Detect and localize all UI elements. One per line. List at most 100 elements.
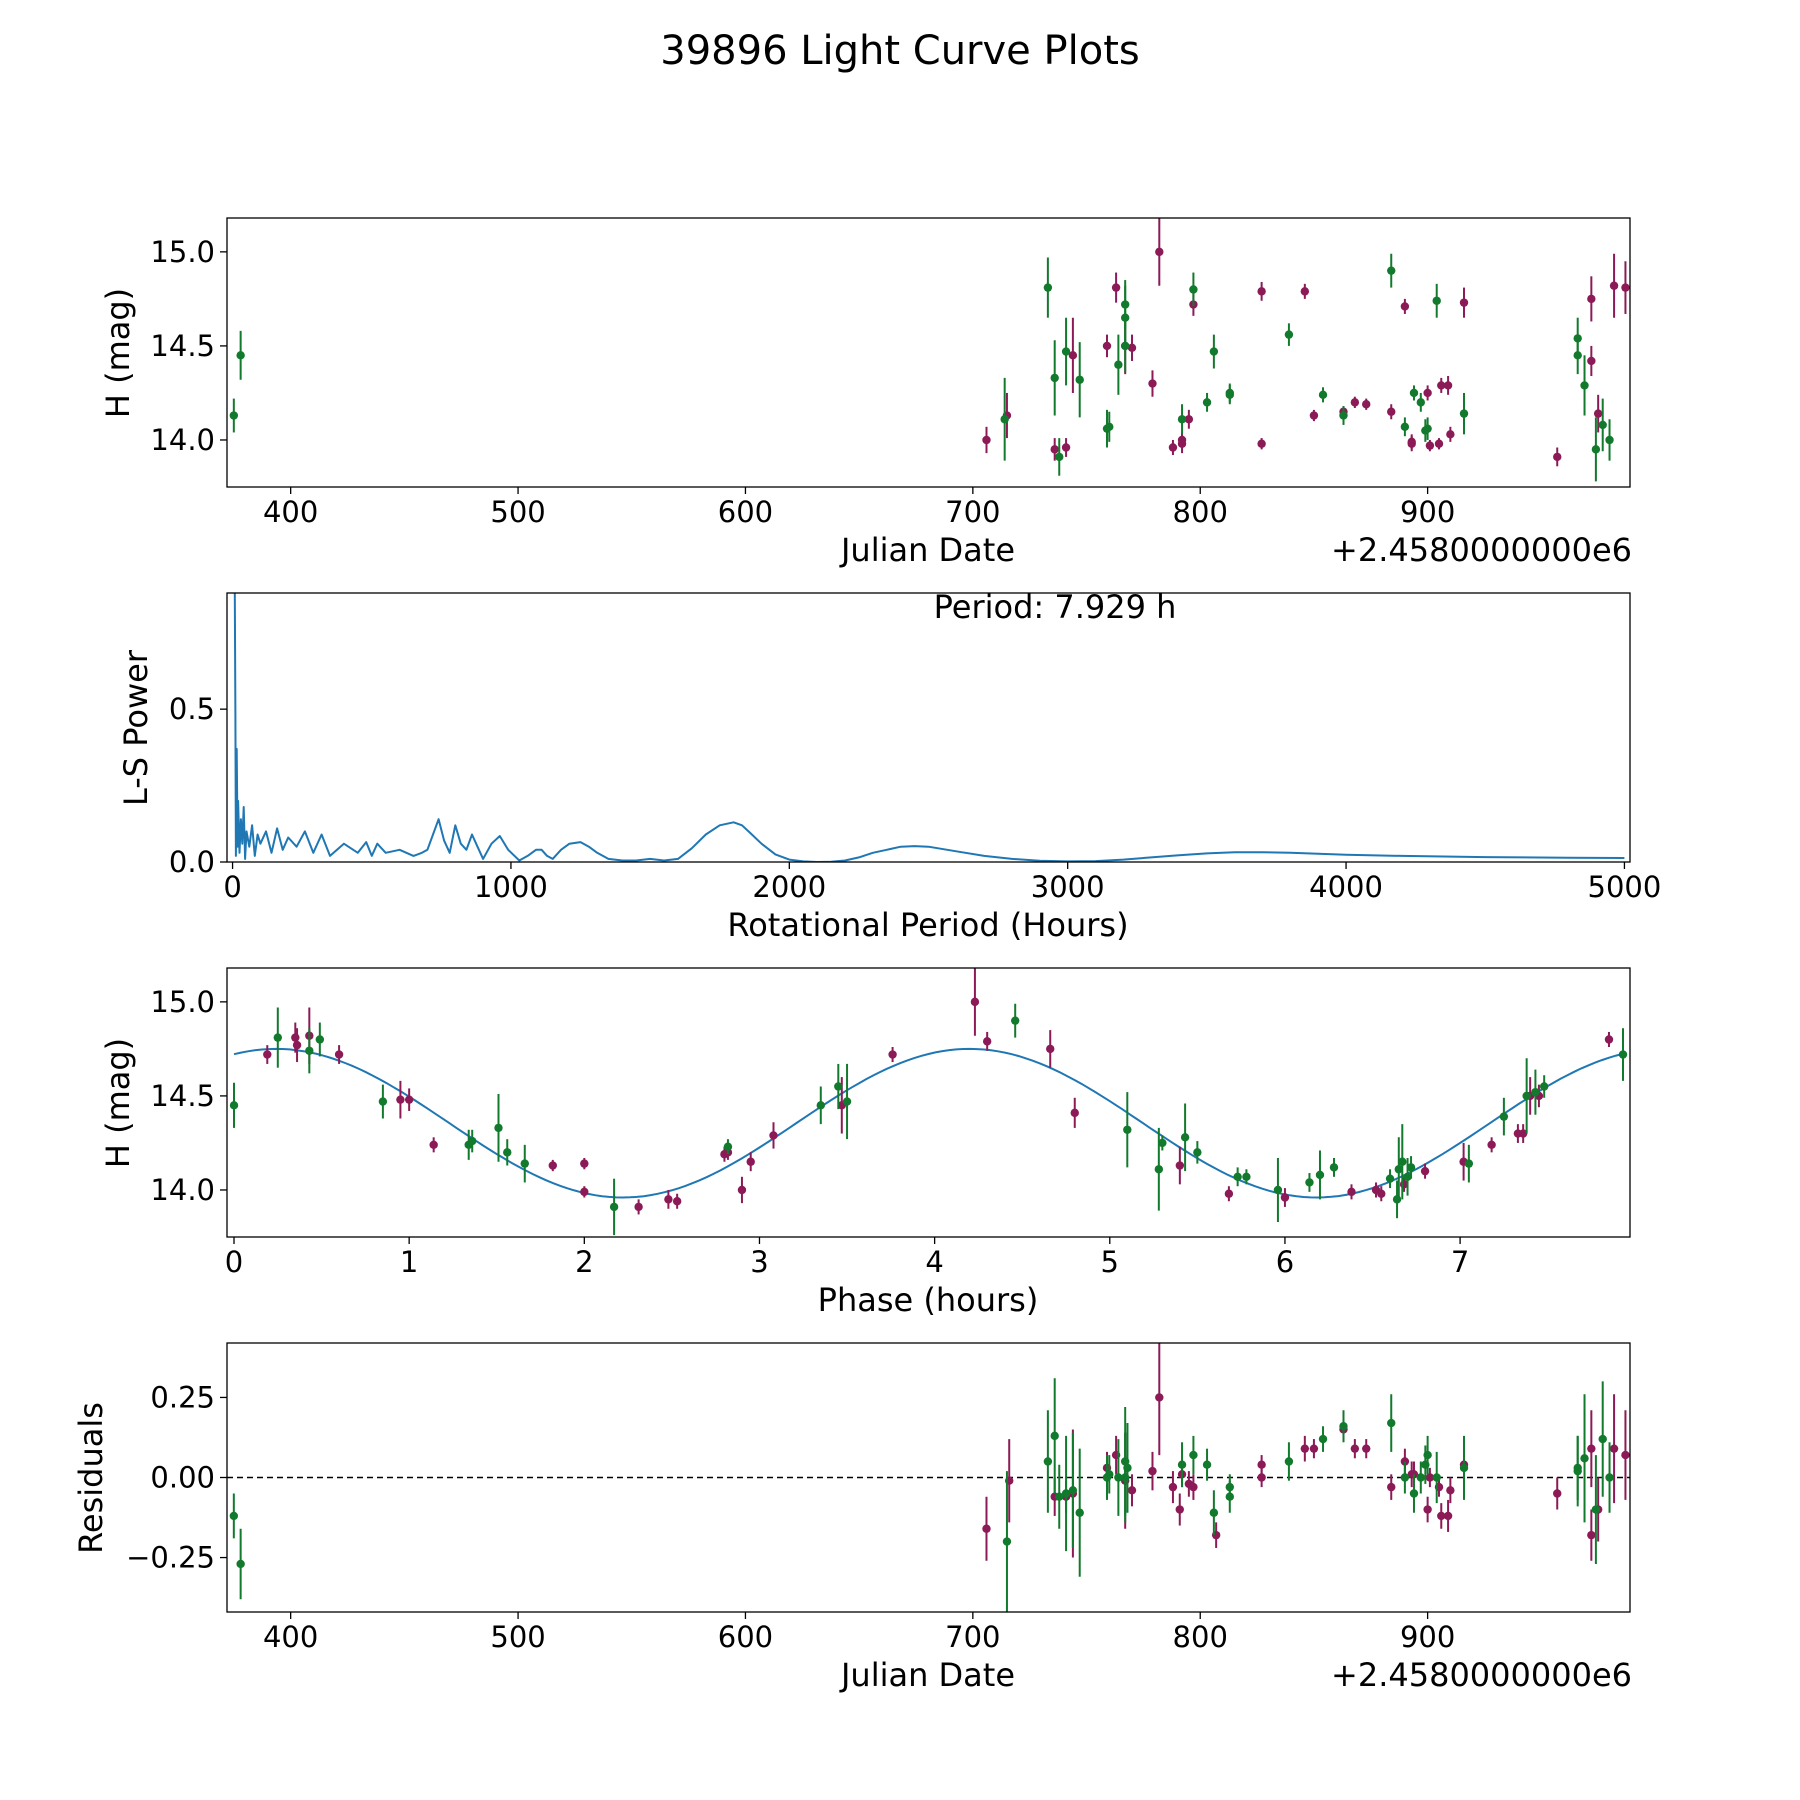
periodogram-ylabel: L-S Power (117, 649, 155, 806)
data-point-r (404, 1095, 414, 1104)
data-point-g (1123, 1463, 1132, 1473)
data-point-r (1155, 247, 1164, 257)
y-tick-label: 15.0 (150, 985, 215, 1019)
data-point-r (1300, 287, 1310, 296)
data-point-g (1573, 334, 1582, 343)
data-point-r (1155, 1393, 1164, 1402)
data-point-g (1531, 1087, 1540, 1097)
data-point-r (1257, 1473, 1266, 1482)
data-point-g (1105, 1470, 1114, 1479)
data-point-g (1318, 390, 1328, 400)
lightcurve-xlabel: Julian Date (839, 531, 1015, 569)
data-point-g (494, 1123, 503, 1133)
data-point-g (1432, 296, 1441, 305)
data-point-r (1420, 1166, 1430, 1176)
y-tick-label: −0.25 (126, 1541, 215, 1575)
data-point-r (1300, 1444, 1310, 1453)
data-point-g (1318, 1434, 1328, 1444)
x-tick-label: 500 (490, 1620, 545, 1654)
data-point-r (1127, 343, 1137, 352)
data-point-r (1050, 445, 1059, 454)
data-point-g (503, 1148, 512, 1157)
data-point-g (1225, 1492, 1234, 1501)
data-point-g (1329, 1163, 1339, 1172)
data-point-r (396, 1095, 405, 1104)
data-point-r (1621, 1450, 1630, 1460)
x-tick-label: 5000 (1588, 870, 1662, 904)
data-point-g (1400, 422, 1410, 432)
data-point-r (1604, 1035, 1614, 1044)
y-tick-label: 14.0 (150, 423, 215, 457)
data-point-g (1242, 1172, 1251, 1182)
x-tick-label: 700 (945, 495, 1000, 529)
lightcurve-offset-text: +2.4580000000e6 (1331, 531, 1632, 569)
data-point-r (1309, 411, 1319, 420)
data-point-r (1177, 435, 1187, 445)
data-point-g (1392, 1195, 1402, 1204)
data-point-g (1209, 1508, 1219, 1517)
data-point-r (1111, 283, 1121, 292)
data-point-g (1580, 1454, 1589, 1463)
data-point-r (1587, 1444, 1596, 1453)
data-point-r (888, 1050, 897, 1059)
x-tick-label: 4000 (1309, 870, 1383, 904)
data-point-r (982, 1524, 991, 1533)
data-point-g (1154, 1165, 1164, 1174)
data-point-r (263, 1050, 272, 1059)
data-point-r (1553, 452, 1562, 462)
data-point-r (1400, 302, 1410, 311)
data-point-g (520, 1159, 529, 1168)
data-point-r (1350, 398, 1360, 407)
data-point-r (334, 1050, 344, 1059)
data-point-g (1284, 1457, 1294, 1466)
data-point-r (1362, 400, 1371, 409)
x-tick-label: 1000 (474, 870, 548, 904)
data-point-g (1050, 373, 1059, 383)
data-point-r (1046, 1044, 1055, 1054)
data-point-g (1522, 1091, 1531, 1101)
data-point-g (1305, 1178, 1314, 1187)
data-point-g (1193, 1148, 1202, 1157)
periodogram-xlabel: Rotational Period (Hours) (727, 906, 1128, 944)
x-tick-label: 4 (925, 1245, 943, 1279)
data-point-r (1443, 1511, 1453, 1521)
lightcurve-frame (226, 217, 1631, 488)
periodogram-panel: Rotational Period (Hours) L-S Power Peri… (117, 588, 1661, 944)
data-point-g (1394, 1165, 1403, 1174)
data-point-r (1387, 407, 1396, 416)
phased-xlabel: Phase (hours) (818, 1281, 1039, 1319)
y-tick-label: 15.0 (150, 235, 215, 269)
data-point-g (1416, 1473, 1426, 1482)
data-point-g (1387, 1418, 1396, 1428)
data-point-g (1120, 341, 1130, 351)
data-point-r (291, 1033, 300, 1042)
data-point-g (1177, 1460, 1187, 1469)
data-point-r (1609, 1444, 1619, 1453)
data-point-r (1175, 1505, 1184, 1514)
data-point-r (982, 435, 991, 445)
data-point-r (1257, 287, 1266, 296)
data-point-r (1593, 409, 1603, 418)
x-tick-label: 6 (1276, 1245, 1294, 1279)
data-point-g (816, 1101, 825, 1110)
data-point-g (1061, 1489, 1071, 1498)
data-point-g (1002, 1537, 1012, 1546)
data-point-g (236, 1559, 245, 1569)
residuals-plot-area (227, 1343, 1630, 1612)
data-point-g (229, 1101, 239, 1110)
x-tick-label: 800 (1173, 1620, 1228, 1654)
phased-frame (226, 967, 1631, 1238)
period-annotation: Period: 7.929 h (934, 588, 1177, 626)
phased-ylabel: H (mag) (99, 1038, 137, 1168)
data-point-r (1446, 1486, 1455, 1495)
data-point-g (1539, 1082, 1549, 1091)
data-point-g (723, 1142, 733, 1151)
data-point-g (1177, 415, 1187, 424)
data-point-r (1609, 281, 1619, 290)
data-point-r (1184, 415, 1194, 424)
data-point-r (1425, 441, 1435, 450)
data-point-g (1180, 1133, 1190, 1142)
residuals-xlabel: Julian Date (839, 1656, 1015, 1694)
x-tick-label: 3000 (1031, 870, 1105, 904)
